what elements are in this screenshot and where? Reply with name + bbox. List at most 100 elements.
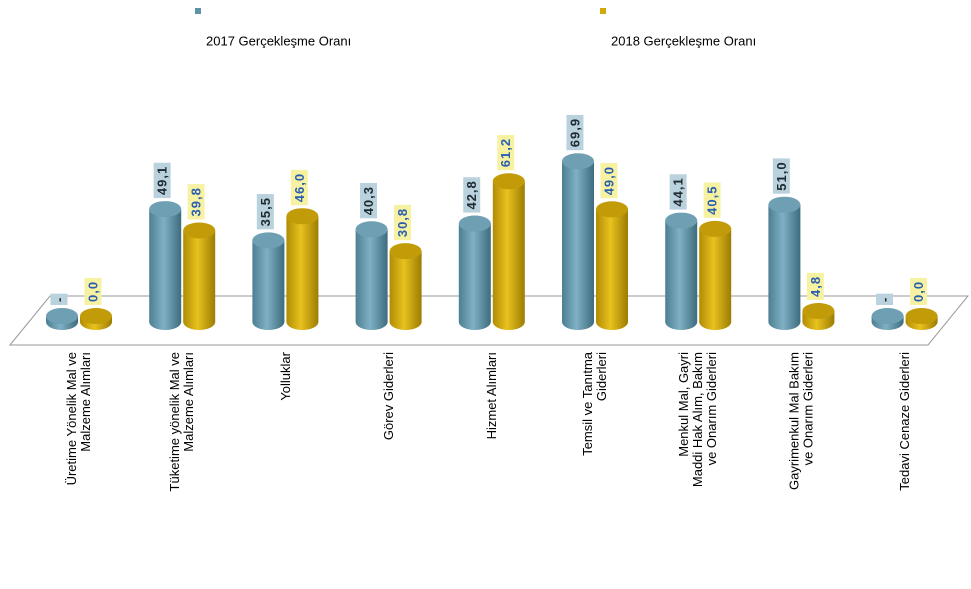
value-label-bg (84, 277, 102, 305)
bar-cap (286, 208, 319, 225)
value-label-group: 40,5 (703, 182, 721, 218)
value-label-bg (290, 169, 308, 206)
value-label-group: 42,8 (463, 177, 481, 213)
x-tick-label: Üretime Yönelik Mal veMalzeme Alımları (64, 352, 93, 485)
value-label-bg (187, 184, 205, 220)
bar-base (252, 314, 285, 330)
bar-cap (596, 201, 628, 218)
bar-cap (46, 308, 78, 324)
value-label: 0,0 (85, 281, 100, 302)
bar-cap (871, 308, 904, 324)
x-tick-label: Gayrimenkul Mal Bakımve Onarım Giderleri (787, 352, 816, 490)
value-label: 49,0 (601, 166, 616, 195)
value-label-bg (153, 162, 171, 199)
bar (458, 223, 491, 322)
bar (492, 181, 525, 322)
bar-base (768, 314, 801, 330)
bar-cap (699, 220, 732, 237)
value-label: 61,2 (498, 138, 513, 167)
value-label: 40,5 (705, 186, 720, 215)
value-label-group: 61,2 (497, 134, 515, 171)
value-label: - (51, 297, 66, 302)
bar (149, 209, 182, 322)
value-label: 40,3 (361, 186, 376, 215)
value-label-bg (463, 177, 481, 213)
value-label: 35,5 (258, 197, 273, 226)
x-tick-label: Menkul Mal, GayriMaddi Hak Alım, Bakımve… (677, 352, 720, 487)
x-tick-label-group: Temsil ve TanıtmaGiderleri (580, 351, 609, 456)
value-label: 4,8 (808, 276, 823, 297)
value-label: 39,8 (189, 187, 204, 216)
bar (183, 230, 216, 322)
value-label-group: 0,0 (84, 277, 102, 305)
value-label-group: 49,1 (153, 162, 171, 199)
bar-cap (389, 243, 422, 260)
bar-base (492, 314, 525, 330)
bar-base (355, 314, 388, 330)
value-label-bg (566, 114, 584, 151)
value-label-bg (497, 134, 515, 171)
bar-cap (458, 215, 491, 232)
bar-cap (665, 212, 698, 229)
bar-cap (768, 196, 801, 213)
x-tick-label-group: Gayrimenkul Mal Bakımve Onarım Giderleri (787, 352, 816, 490)
value-label: - (877, 297, 892, 302)
value-label-group: 39,8 (187, 184, 205, 220)
bar-cap (905, 308, 938, 324)
bar (596, 209, 628, 322)
value-label-group: - (876, 293, 894, 305)
legend-swatch (600, 8, 606, 14)
x-tick-label-group: Hizmet Alımları (484, 352, 499, 439)
value-label-bg (876, 293, 894, 305)
bar (252, 240, 285, 322)
bar-cap (252, 232, 285, 249)
bar-cap (355, 221, 388, 238)
legend-swatch (195, 8, 201, 14)
value-label-group: - (50, 293, 68, 305)
value-label-bg (703, 182, 721, 218)
value-label: 0,0 (911, 281, 926, 302)
value-label-bg (50, 293, 68, 305)
bar (355, 229, 388, 322)
bar-cap (149, 201, 182, 218)
x-tick-label: Hizmet Alımları (484, 352, 499, 439)
bar-cap (492, 173, 525, 190)
x-tick-label-group: Menkul Mal, GayriMaddi Hak Alım, Bakımve… (677, 352, 720, 487)
value-label-group: 44,1 (669, 174, 687, 210)
bar (286, 216, 319, 322)
bar-base (183, 314, 216, 330)
value-label-bg (910, 277, 928, 305)
bar (389, 251, 422, 322)
bar (665, 220, 698, 322)
value-label-group: 51,0 (772, 158, 790, 194)
bar-cap (802, 302, 835, 319)
value-label-bg (256, 194, 274, 230)
x-tick-label-group: Tüketime yönelik Mal veMalzeme Alımları (168, 352, 197, 491)
value-label-group: 4,8 (806, 272, 824, 300)
legend: 2017 Gerçekleşme Oranı 2018 Gerçekleşme O… (195, 8, 756, 48)
x-tick-label: Tüketime yönelik Mal veMalzeme Alımları (168, 352, 197, 491)
x-tick-label: Görev Giderleri (381, 352, 396, 440)
value-label-bg (669, 174, 687, 210)
value-label-bg (360, 182, 378, 219)
legend-label: 2017 Gerçekleşme Oranı (206, 33, 351, 48)
bar-base (286, 314, 319, 330)
bar (699, 228, 732, 322)
bar-base (389, 314, 422, 330)
value-label: 42,8 (464, 180, 479, 209)
bar-cap (562, 153, 594, 170)
value-label-group: 46,0 (290, 169, 308, 206)
bar (768, 204, 801, 322)
value-label: 46,0 (292, 173, 307, 202)
bar-base (562, 314, 594, 330)
bar-base (149, 314, 182, 330)
bar-base (665, 314, 698, 330)
legend-label: 2018 Gerçekleşme Oranı (611, 33, 756, 48)
bar-base (802, 314, 835, 330)
value-label-group: 35,5 (256, 194, 274, 230)
value-label-group: 30,8 (394, 204, 412, 241)
value-label-group: 40,3 (360, 182, 378, 219)
x-tick-label-group: Görev Giderleri (381, 352, 396, 440)
x-tick-label: Temsil ve TanıtmaGiderleri (580, 351, 609, 456)
value-label: 49,1 (155, 166, 170, 195)
